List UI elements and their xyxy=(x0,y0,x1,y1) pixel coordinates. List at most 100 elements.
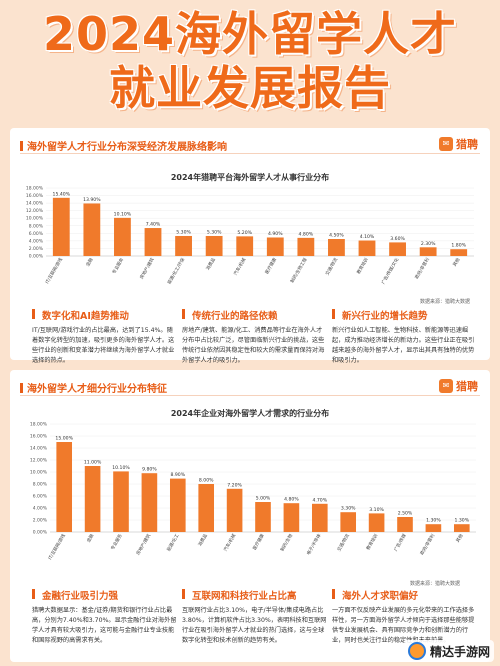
category-label: 教育培训 xyxy=(364,532,379,551)
data-label: 4.80% xyxy=(284,497,299,503)
data-label: 4.10% xyxy=(360,234,375,240)
data-label: 11.00% xyxy=(84,460,102,466)
y-tick-label: 0.00% xyxy=(33,530,48,536)
insight-text: 猎聘大数据显示：基金/证券/期货和银行行业占比最高，分别为7.40%和3.70%… xyxy=(32,607,177,644)
y-tick-label: 4.00% xyxy=(33,506,48,512)
y-tick-label: 16.00% xyxy=(30,434,48,440)
data-label: 10.10% xyxy=(114,211,132,217)
category-label: 电子/半导体 xyxy=(305,532,323,556)
bar-chart: 0.00% 2.00% 4.00%6.00% 8.00%10.00% 12.00%14.… xyxy=(26,186,474,285)
category-label: 消费品 xyxy=(196,532,209,547)
industry-distribution-card: 海外留学人才行业分布深受经济发展脉络影响 ✉ 猎聘 2024年猎聘平台海外留学人… xyxy=(10,128,490,364)
y-tick-label: 2.00% xyxy=(33,518,48,524)
category-label: 其他 xyxy=(454,532,465,544)
data-label: 5.00% xyxy=(256,496,271,502)
category-label: 政府/非营利 xyxy=(418,533,436,557)
data-label: 5.30% xyxy=(207,229,222,235)
category-label: 制药/生物 xyxy=(279,532,295,553)
bar xyxy=(419,247,437,256)
data-label: 3.10% xyxy=(369,507,384,513)
category-label: 汽车/机械 xyxy=(232,256,248,277)
y-tick-label: 14.00% xyxy=(26,201,44,207)
y-tick-label: 8.00% xyxy=(29,223,44,229)
data-label: 3.30% xyxy=(341,506,356,512)
data-label: 15.00% xyxy=(55,436,73,442)
bar xyxy=(169,478,186,532)
data-label: 1.30% xyxy=(426,518,441,524)
insight-text: 互联网行业占比3.10%，电子/半导体/集成电路占比3.80%，计算机软件占比3… xyxy=(182,607,327,644)
insight-text: 房地产/建筑、能源/化工、消费品等行业在海外人才分布中占比较广泛，尽管面临新兴行… xyxy=(182,327,325,364)
insight-heading: 传统行业的路径依赖 xyxy=(182,308,327,322)
bar xyxy=(198,484,215,532)
data-label: 5.20% xyxy=(237,230,252,236)
category-label: 交通/物流 xyxy=(335,532,351,553)
data-label: 8.00% xyxy=(199,478,214,484)
bar xyxy=(358,240,376,256)
insight-heading: 新兴行业的增长趋势 xyxy=(332,308,477,322)
segment-distribution-card: 海外留学人才细分行业分布特征 ✉ 猎聘 2024年企业对海外留学人才需求的行业分… xyxy=(10,370,490,662)
category-label: 金融 xyxy=(84,256,95,268)
category-label: IT/互联网/游戏 xyxy=(44,256,65,285)
category-label: 制药/生物工程 xyxy=(289,256,309,284)
bar xyxy=(141,473,158,532)
insight-text: IT/互联网/游戏行业的占比最高，达到了15.4%。随着数字化转型的加速，吸引更… xyxy=(32,327,175,364)
y-tick-label: 18.00% xyxy=(26,186,44,192)
bar xyxy=(113,471,129,532)
data-label: 3.60% xyxy=(390,236,405,242)
y-tick-label: 4.00% xyxy=(29,238,44,244)
category-label: 专业服务 xyxy=(109,532,124,551)
data-label: 2.50% xyxy=(398,511,413,517)
bar xyxy=(83,203,101,256)
category-label: 交通/物流 xyxy=(324,256,340,277)
insight-heading: 金融行业吸引力强 xyxy=(32,588,177,602)
category-label: 房地产/建筑 xyxy=(138,256,156,280)
y-tick-label: 6.00% xyxy=(29,231,44,237)
category-label: 医疗健康 xyxy=(263,256,278,275)
bar xyxy=(368,513,385,532)
y-tick-label: 12.00% xyxy=(26,208,44,214)
data-label: 9.80% xyxy=(142,467,157,473)
category-label: IT/互联网/游戏 xyxy=(46,532,67,561)
section-title: 海外留学人才细分行业分布特征 xyxy=(20,380,167,395)
category-label: 能源/化工 xyxy=(165,532,181,553)
y-tick-label: 0.00% xyxy=(29,254,44,260)
data-label: 1.30% xyxy=(455,518,470,524)
insight-text: 新兴行业如人工智能、生物科技、新能源等迅速崛起，成为推动经济增长的新动力。这些行… xyxy=(332,327,475,364)
bar xyxy=(450,249,468,256)
insight-heading: 海外人才求职偏好 xyxy=(332,588,477,602)
gamepad-logo-icon xyxy=(407,642,426,660)
brand-name: 猎聘 xyxy=(456,380,478,393)
bar xyxy=(453,524,470,532)
data-label: 2.30% xyxy=(421,241,436,247)
insight-text: 一方面不仅反映产业发展的多元化带来的工作选择多样性，另一方面海外留学人才倾向于选… xyxy=(332,607,475,644)
brand-name: 猎聘 xyxy=(456,138,478,151)
insight-column: 新兴行业的增长趋势 新兴行业如人工智能、生物科技、新能源等迅速崛起，成为推动经济… xyxy=(332,308,477,366)
card-header: 海外留学人才细分行业分布特征 ✉ 猎聘 xyxy=(10,370,490,400)
bar xyxy=(175,235,192,256)
category-label: 教育培训 xyxy=(355,256,370,275)
divider xyxy=(20,395,480,396)
data-label: 7.40% xyxy=(146,222,161,228)
bar xyxy=(236,236,254,256)
y-tick-label: 10.00% xyxy=(26,216,44,222)
y-tick-label: 16.00% xyxy=(26,193,44,199)
insight-column: 数字化和AI趋势推动 IT/互联网/游戏行业的占比最高，达到了15.4%。随着数… xyxy=(32,308,177,366)
category-label: 汽车/机械 xyxy=(222,532,238,553)
report-hero: 2024海外留学人才 就业发展报告 xyxy=(0,0,500,122)
chart-title: 2024年猎聘平台海外留学人才从事行业分布 xyxy=(170,173,330,182)
data-label: 5.30% xyxy=(176,229,191,235)
insight-column: 海外人才求职偏好 一方面不仅反映产业发展的多元化带来的工作选择多样性，另一方面海… xyxy=(332,588,477,646)
data-label: 15.40% xyxy=(53,191,71,197)
bar xyxy=(283,503,300,532)
insight-heading: 数字化和AI趋势推动 xyxy=(32,308,177,322)
bar xyxy=(255,502,271,532)
data-label: 4.90% xyxy=(268,231,283,237)
bar xyxy=(114,217,131,256)
bar xyxy=(226,488,243,532)
y-tick-label: 18.00% xyxy=(30,422,48,428)
bar xyxy=(205,235,223,256)
bar xyxy=(425,524,442,532)
insight-column: 互联网和科技行业占比高 互联网行业占比3.10%，电子/半导体/集成电路占比3.… xyxy=(182,588,327,646)
category-label: 能源/化工/环保 xyxy=(166,256,187,285)
y-tick-label: 6.00% xyxy=(33,494,48,500)
